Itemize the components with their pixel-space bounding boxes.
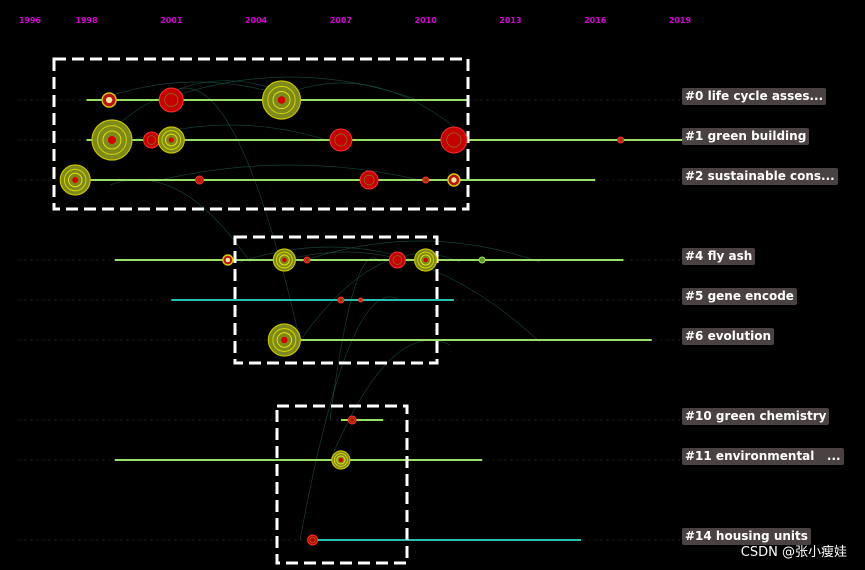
year-tick-label: 2019 xyxy=(669,16,692,25)
citation-node-ring xyxy=(272,327,297,353)
citation-node-core xyxy=(168,137,174,143)
highlight-boxes xyxy=(52,57,470,565)
cluster-label: #14 housing units xyxy=(682,528,811,545)
burst-node-ring xyxy=(446,132,462,148)
burst-node xyxy=(347,415,357,425)
cluster-label: #5 gene encode xyxy=(682,288,797,305)
cluster-label: #2 sustainable cons... xyxy=(682,168,838,185)
citation-arc xyxy=(269,82,471,141)
year-tick-label: 1996 xyxy=(19,16,42,25)
citation-arc xyxy=(299,253,461,342)
citation-node-ring xyxy=(272,90,291,110)
citation-node-core xyxy=(105,96,113,104)
burst-node xyxy=(303,256,311,264)
citation-node-core xyxy=(451,177,457,183)
burst-node xyxy=(195,175,205,185)
citation-node-ring xyxy=(278,254,290,266)
citation-arc xyxy=(109,179,251,263)
burst-node xyxy=(158,87,184,113)
burst-node-ring xyxy=(392,255,403,265)
citation-node-ring xyxy=(336,455,346,465)
cluster-label: #6 evolution xyxy=(682,328,775,345)
citation-node-ring xyxy=(417,251,435,269)
citation-node-ring xyxy=(161,130,182,150)
citation-node-ring xyxy=(102,130,122,150)
cluster-label: #10 green chemistry xyxy=(682,408,830,425)
burst-node xyxy=(388,251,406,269)
burst-node-ring xyxy=(196,177,203,183)
citation-arc xyxy=(279,251,541,343)
burst-node-ring xyxy=(349,417,355,423)
burst-node xyxy=(422,176,430,184)
citation-arc xyxy=(159,164,421,181)
citation-node-core xyxy=(107,136,116,144)
burst-node-ring xyxy=(338,297,343,303)
cluster-timelines xyxy=(72,99,695,541)
burst-node-ring xyxy=(146,135,157,145)
citation-node-ring xyxy=(420,254,432,266)
citation-node-core xyxy=(423,257,428,263)
citation-arc xyxy=(329,340,451,462)
year-tick-label: 2010 xyxy=(415,16,438,25)
year-tick-label: 1998 xyxy=(75,16,98,25)
year-tick-label: 2007 xyxy=(330,16,352,25)
citation-node-ring xyxy=(63,168,87,192)
citation-node-core xyxy=(338,458,343,462)
year-tick-label: 2016 xyxy=(584,16,607,25)
cluster-guide-lines xyxy=(18,99,680,541)
citation-node-ring xyxy=(267,85,296,115)
burst-node xyxy=(307,534,319,546)
citation-arc xyxy=(329,257,381,421)
highlight-box xyxy=(52,57,470,211)
cluster-label: #11 environmental ... xyxy=(682,448,844,465)
burst-node-ring xyxy=(334,133,348,147)
highlight-box xyxy=(275,404,409,565)
burst-node-ring xyxy=(618,137,623,143)
citation-arc xyxy=(159,87,301,342)
year-tick-label: 2001 xyxy=(160,16,183,25)
citation-node-core xyxy=(72,177,79,183)
citation-node-core xyxy=(225,257,231,263)
cluster-label: #1 green building xyxy=(682,128,810,145)
citation-node-core xyxy=(277,96,286,104)
citation-node-core xyxy=(282,257,287,263)
burst-node xyxy=(359,170,379,190)
burst-node-ring xyxy=(363,174,375,186)
citation-node-core xyxy=(281,336,288,344)
year-axis: 1996 1998 2001 2004 2007 2010 2013 2016 2019 xyxy=(19,16,692,25)
burst-node xyxy=(617,136,625,144)
burst-node-ring xyxy=(164,93,179,108)
citation-node-ring xyxy=(276,332,293,348)
citation-node-ring xyxy=(97,125,127,155)
citation-node-ring xyxy=(275,251,293,269)
burst-node xyxy=(337,296,345,304)
burst-node xyxy=(440,126,468,154)
burst-node-ring xyxy=(423,177,428,183)
cluster-label: #0 life cycle asses... xyxy=(682,88,827,105)
burst-node xyxy=(143,131,161,149)
citation-node-ring xyxy=(333,453,348,467)
year-tick-label: 2004 xyxy=(245,16,268,25)
cluster-nodes xyxy=(59,80,625,546)
burst-node-ring xyxy=(359,298,363,302)
cluster-label: #4 fly ash xyxy=(682,248,756,265)
year-tick-label: 2013 xyxy=(499,16,521,25)
citation-node-ring xyxy=(164,133,178,147)
burst-node-ring xyxy=(304,257,310,263)
citation-node-ring xyxy=(67,172,83,188)
highlight-box xyxy=(233,235,439,365)
burst-node xyxy=(329,128,353,152)
citation-node xyxy=(478,256,486,264)
citation-arc xyxy=(299,296,401,541)
watermark: CSDN @张小瘦娃 xyxy=(740,545,847,560)
burst-node-ring xyxy=(309,536,316,544)
